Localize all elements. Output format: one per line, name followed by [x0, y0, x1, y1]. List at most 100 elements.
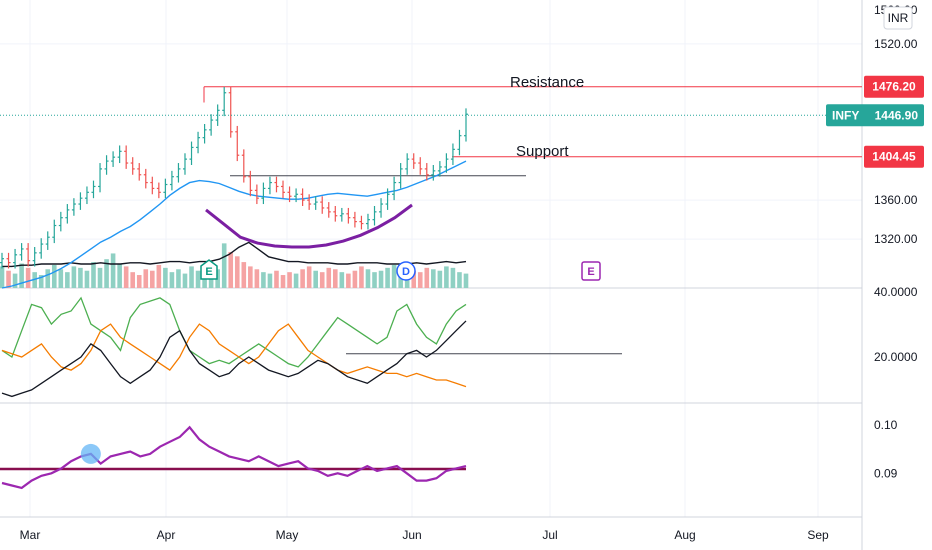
- volume-bar: [84, 270, 90, 288]
- price-bar: [326, 202, 331, 218]
- volume-bar: [123, 266, 129, 288]
- volume-bar: [463, 273, 469, 288]
- price-bar: [26, 243, 31, 267]
- price-bar: [424, 163, 429, 181]
- price-bar: [65, 204, 70, 224]
- volume-bar: [287, 272, 292, 288]
- price-bar: [392, 176, 397, 201]
- price-tick-label: 1520.00: [874, 37, 918, 51]
- vertical-gridlines: [29, 0, 819, 517]
- volume-bar: [228, 252, 234, 288]
- volume-bar: [117, 263, 122, 288]
- price-bar: [78, 192, 83, 210]
- time-tick-label: May: [276, 528, 299, 542]
- price-bar: [124, 145, 129, 169]
- volume-bar: [130, 272, 136, 288]
- volume-bar: [195, 270, 201, 288]
- event-marker-earnings-past[interactable]: E: [200, 259, 218, 280]
- price-bar: [307, 194, 312, 210]
- volume-bar: [274, 270, 279, 288]
- price-bar: [248, 170, 253, 197]
- volume-bar: [339, 272, 345, 288]
- price-bar: [444, 153, 449, 173]
- price-tick-label: 1320.00: [874, 232, 918, 246]
- price-bar: [385, 188, 390, 210]
- price-bar: [150, 176, 155, 195]
- price-bar: [143, 168, 148, 189]
- price-bar: [130, 157, 135, 175]
- price-bar: [209, 114, 214, 136]
- price-bar: [418, 157, 423, 175]
- resistance-label: Resistance: [510, 74, 584, 91]
- indicator1-tick-label: 40.0000: [874, 285, 918, 299]
- volume-bar: [267, 273, 273, 288]
- volume-bar: [248, 266, 253, 288]
- volume-bar: [176, 269, 181, 288]
- indicator2-tick-label: 0.09: [874, 466, 898, 480]
- price-bar: [294, 188, 299, 203]
- price-bar: [13, 248, 18, 269]
- price-bar: [176, 163, 181, 183]
- volume-bar: [457, 272, 462, 288]
- currency-label: INR: [888, 11, 909, 25]
- volume-bar: [58, 269, 64, 288]
- price-tags: 1476.20 1404.45 INFY 1446.90: [826, 75, 924, 168]
- moving-average-purple-line: [205, 203, 413, 249]
- price-bar: [45, 231, 50, 250]
- volume-bar: [306, 266, 312, 288]
- volume-bar: [326, 267, 332, 288]
- price-bar: [411, 153, 416, 169]
- indicator1-green-line: [1, 296, 467, 368]
- horizontal-levels: [203, 86, 862, 177]
- price-bar: [365, 213, 370, 230]
- time-tick-label: Apr: [157, 528, 176, 542]
- volume-bar: [332, 269, 338, 288]
- event-marker-earnings-upcoming[interactable]: E: [581, 261, 601, 281]
- volume-bar: [91, 262, 96, 288]
- price-bar: [222, 86, 227, 117]
- price-bar: [84, 186, 89, 205]
- volume-bar: [136, 275, 142, 288]
- volume-bar: [189, 266, 194, 288]
- svg-text:1404.45: 1404.45: [872, 150, 916, 164]
- volume-bar: [104, 259, 109, 288]
- price-bar: [281, 180, 286, 199]
- indicator1-black-line: [1, 320, 467, 398]
- volume-bar: [143, 269, 149, 288]
- time-axis-ticks: Mar Apr May Jun Jul Aug Sep: [20, 528, 829, 542]
- volume-bar: [450, 267, 456, 288]
- volume-bar: [424, 267, 430, 288]
- price-bar: [437, 161, 442, 177]
- volume-bar: [202, 272, 207, 288]
- price-bar: [464, 108, 468, 142]
- volume-bar: [391, 264, 397, 288]
- price-bar: [52, 219, 57, 244]
- event-marker-dividend[interactable]: D: [396, 261, 416, 281]
- volume-bars: [0, 243, 469, 288]
- price-bar: [6, 252, 11, 269]
- indicator2-tick-label: 0.10: [874, 418, 898, 432]
- price-bar: [163, 178, 168, 199]
- price-bar: [431, 164, 436, 181]
- volume-bar: [97, 267, 103, 288]
- volume-bar: [51, 264, 57, 288]
- volume-bar: [365, 269, 371, 288]
- time-tick-label: Sep: [807, 528, 829, 542]
- last-price-tag: INFY 1446.90: [826, 104, 924, 127]
- currency-badge[interactable]: INR: [883, 6, 913, 30]
- price-bar: [182, 153, 187, 175]
- price-bar: [117, 145, 122, 164]
- volume-bar: [378, 270, 384, 288]
- volume-bar: [280, 275, 286, 288]
- volume-bar: [32, 272, 37, 288]
- time-tick-label: Aug: [674, 528, 695, 542]
- price-bar: [352, 211, 357, 228]
- event-marker-label: E: [205, 266, 212, 278]
- indicator2-highlight-dot[interactable]: [80, 443, 101, 464]
- volume-bar: [293, 273, 299, 288]
- volume-bar: [300, 269, 305, 288]
- price-bar: [405, 153, 410, 175]
- price-bar: [313, 196, 318, 210]
